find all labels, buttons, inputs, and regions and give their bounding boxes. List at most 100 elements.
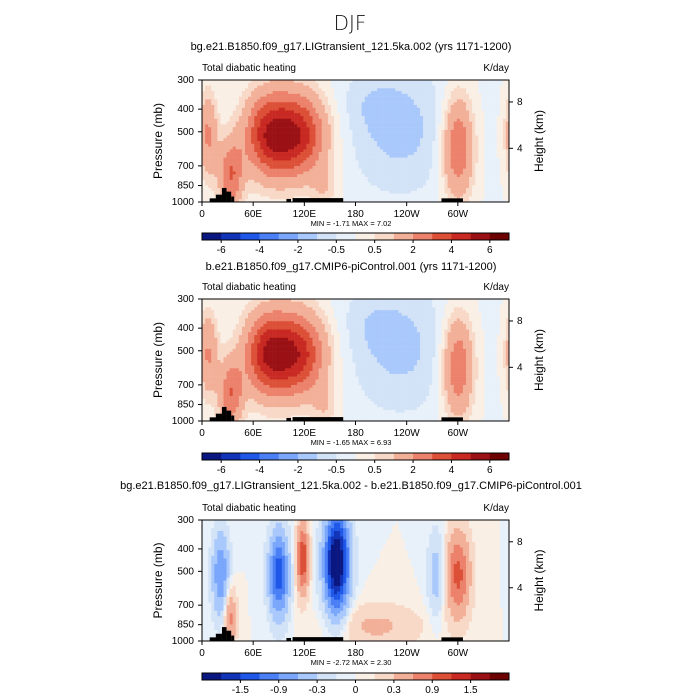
heatmap-cell bbox=[367, 196, 372, 200]
heatmap-cell bbox=[444, 88, 448, 92]
heatmap-cell bbox=[376, 174, 381, 178]
heatmap-cell bbox=[355, 163, 359, 167]
heatmap-cell bbox=[330, 93, 335, 97]
heatmap-cell bbox=[306, 196, 310, 200]
heatmap-cell bbox=[202, 185, 206, 189]
heatmap-cell bbox=[459, 85, 464, 89]
heatmap-cell bbox=[229, 127, 233, 131]
heatmap-cell bbox=[235, 80, 240, 84]
heatmap-cell bbox=[423, 104, 427, 108]
heatmap-cell bbox=[462, 141, 467, 145]
heatmap-cell bbox=[438, 138, 442, 142]
heatmap-cell bbox=[281, 102, 286, 106]
heatmap-cell bbox=[450, 93, 454, 97]
heatmap-cell bbox=[340, 93, 344, 97]
heatmap-cell bbox=[441, 152, 445, 156]
heatmap-cell bbox=[352, 174, 356, 178]
heatmap-cell bbox=[263, 199, 267, 203]
heatmap-cell bbox=[398, 190, 402, 194]
heatmap-cell bbox=[251, 182, 255, 186]
heatmap-cell bbox=[324, 124, 329, 128]
heatmap-cell bbox=[472, 190, 476, 194]
heatmap-cell bbox=[502, 307, 507, 311]
heatmap-cell bbox=[475, 127, 479, 131]
heatmap-cell bbox=[235, 152, 240, 156]
x-tick-label: 60W bbox=[448, 209, 469, 220]
heatmap-cell bbox=[423, 310, 427, 314]
heatmap-cell bbox=[278, 143, 283, 147]
heatmap-cell bbox=[398, 149, 402, 153]
heatmap-cell bbox=[278, 199, 283, 203]
heatmap-cell bbox=[475, 93, 479, 97]
heatmap-cell bbox=[398, 99, 402, 103]
heatmap-cell bbox=[241, 96, 246, 100]
heatmap-cell bbox=[453, 185, 458, 189]
heatmap-cell bbox=[300, 304, 304, 308]
heatmap-cell bbox=[419, 193, 424, 197]
heatmap-cell bbox=[358, 160, 362, 164]
heatmap-cell bbox=[340, 149, 344, 153]
heatmap-cell bbox=[413, 138, 418, 142]
heatmap-cell bbox=[386, 116, 390, 120]
heatmap-cell bbox=[419, 91, 424, 95]
heatmap-cell bbox=[340, 182, 344, 186]
heatmap-cell bbox=[281, 104, 286, 108]
heatmap-cell bbox=[229, 160, 233, 164]
heatmap-cell bbox=[229, 193, 233, 197]
heatmap-cell bbox=[244, 80, 249, 84]
heatmap-cell bbox=[269, 196, 273, 200]
heatmap-cell bbox=[419, 124, 424, 128]
heatmap-cell bbox=[441, 168, 445, 172]
heatmap-cell bbox=[334, 113, 338, 117]
heatmap-cell bbox=[487, 138, 491, 142]
heatmap-cell bbox=[466, 82, 470, 86]
heatmap-cell bbox=[444, 96, 448, 100]
heatmap-cell bbox=[472, 182, 476, 186]
heatmap-cell bbox=[355, 177, 359, 181]
heatmap-cell bbox=[327, 182, 332, 186]
heatmap-cell bbox=[257, 304, 261, 308]
heatmap-cell bbox=[407, 110, 412, 114]
heatmap-cell bbox=[380, 121, 384, 125]
heatmap-cell bbox=[493, 304, 497, 308]
heatmap-cell bbox=[462, 160, 467, 164]
heatmap-cell bbox=[217, 301, 221, 305]
heatmap-cell bbox=[429, 118, 433, 122]
heatmap-cell bbox=[380, 82, 384, 86]
heatmap-cell bbox=[275, 160, 279, 164]
heatmap-cell bbox=[278, 113, 283, 117]
heatmap-cell bbox=[505, 88, 510, 92]
heatmap-cell bbox=[251, 143, 255, 147]
heatmap-cell bbox=[450, 196, 454, 200]
heatmap-cell bbox=[490, 163, 494, 167]
heatmap-cell bbox=[257, 307, 261, 311]
heatmap-cell bbox=[478, 196, 482, 200]
heatmap-cell bbox=[297, 96, 301, 100]
heatmap-cell bbox=[481, 91, 485, 95]
heatmap-cell bbox=[284, 193, 289, 197]
heatmap-cell bbox=[312, 107, 316, 111]
heatmap-cell bbox=[223, 104, 227, 108]
heatmap-cell bbox=[321, 129, 326, 133]
heatmap-cell bbox=[401, 110, 405, 114]
heatmap-cell bbox=[327, 190, 332, 194]
heatmap-cell bbox=[484, 146, 488, 150]
heatmap-cell bbox=[496, 299, 501, 303]
heatmap-cell bbox=[373, 80, 378, 84]
heatmap-cell bbox=[321, 190, 326, 194]
heatmap-cell bbox=[404, 193, 408, 197]
heatmap-cell bbox=[432, 138, 436, 142]
heatmap-cell bbox=[456, 96, 461, 100]
heatmap-cell bbox=[496, 193, 501, 197]
heatmap-cell bbox=[291, 91, 295, 95]
heatmap-cell bbox=[315, 121, 319, 125]
heatmap-cell bbox=[383, 107, 387, 111]
heatmap-cell bbox=[352, 299, 356, 303]
heatmap-cell bbox=[358, 188, 362, 192]
heatmap-cell bbox=[214, 88, 218, 92]
heatmap-cell bbox=[248, 177, 252, 181]
heatmap-cell bbox=[447, 107, 451, 111]
heatmap-cell bbox=[407, 82, 412, 86]
heatmap-cell bbox=[343, 88, 347, 92]
heatmap-cell bbox=[444, 116, 448, 120]
